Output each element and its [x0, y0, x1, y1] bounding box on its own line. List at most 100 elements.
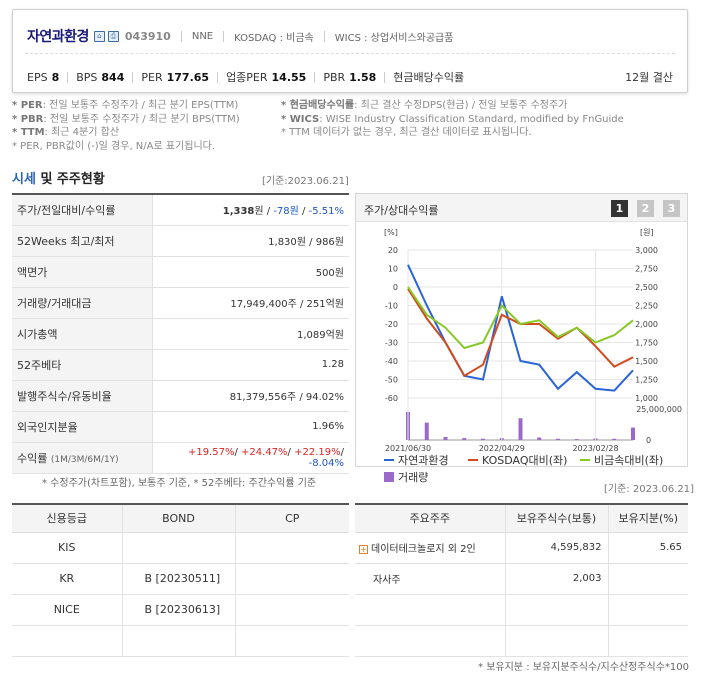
volume-bar [518, 418, 523, 440]
y-right-label: [원] [640, 228, 654, 237]
table-row: 수익률 (1M/3M/6M/1Y) +19.57%/ +24.47%/ +22.… [12, 442, 349, 474]
note-line: * 현금배당수익률: 최근 결산 수정DPS(현금) / 전일 보통주 수정주가 [281, 100, 568, 111]
x-tick-label: 2022/04/29 [479, 444, 525, 453]
volume-bar [556, 438, 560, 440]
legend-label: 자연과환경 [398, 454, 449, 467]
company-name: 자연과환경 [27, 29, 89, 45]
price-change-cell: 1,338원 / -78원 / -5.51% [152, 193, 349, 226]
metric-dividend-yield: 현금배당수익률 [393, 71, 465, 84]
table-row: 52Weeks 최고/최저 1,830원 / 986원 [12, 225, 349, 257]
table-header-row: 주요주주 보유주식수(보통) 보유지분(%) [355, 503, 688, 533]
chart-page-2[interactable]: 2 [637, 200, 654, 217]
chart-title: 주가/상대수익률 [364, 204, 439, 217]
y-left-tick: -10 [385, 302, 398, 311]
y-left-tick: -60 [385, 394, 398, 403]
note-line: * PBR: 전일 보통주 수정주가 / 최근 분기 BPS(TTM) [12, 113, 240, 125]
table-row: 자사주 2,003 [355, 563, 688, 595]
table-row: + 데이터테크놀로지 외 2인 4,595,832 5.65 [355, 532, 688, 564]
volume-tick: 0 [646, 436, 651, 445]
volume-bar [612, 438, 617, 440]
y-right-tick: 2,000 [635, 320, 658, 329]
english-name: NNE [191, 30, 214, 42]
series-line [407, 286, 634, 350]
legend-label: KOSDAQ대비(좌) [482, 454, 567, 467]
stock-code: 043910 [124, 29, 171, 43]
metric-pbr: PBR 1.58 [323, 70, 377, 84]
reference-date: [기준:2023.06.21] [262, 176, 349, 187]
table-row: 주가/전일대비/수익률 1,338원 / -78원 / -5.51% [12, 193, 349, 226]
table-header-row: 신용등급 BOND CP [12, 503, 349, 533]
section-title: 시세 및 주주현황 [12, 172, 105, 187]
note-line: * TTM: 최근 4분기 합산 [12, 127, 120, 138]
volume-bar [631, 427, 635, 440]
market-info: KOSDAQ : 비금속 [234, 32, 314, 44]
metric-eps: EPS 8 [27, 70, 60, 84]
market-stats-table: 주가/전일대비/수익률 1,338원 / -78원 / -5.51% 52Wee… [12, 193, 349, 474]
table-row: KR B [20230511] [12, 563, 349, 595]
returns-cell: +19.57%/ +24.47%/ +22.19%/ -8.04% [152, 442, 349, 474]
table-row: 52주베타 1.28 [12, 349, 349, 381]
note-line: * PER, PBR값이 (-)일 경우, N/A로 표기됩니다. [12, 140, 216, 152]
y-right-tick: 1,750 [635, 339, 658, 348]
chart-page-3[interactable]: 3 [663, 200, 680, 217]
note-line: * PER: 전일 보통주 수정주가 / 최근 분기 EPS(TTM) [12, 100, 239, 111]
major-shareholders-table: 주요주주 보유주식수(보통) 보유지분(%) + 데이터테크놀로지 외 2인 4,5… [355, 503, 688, 657]
chart-page-1[interactable]: 1 [611, 200, 628, 217]
legend-label: 거래량 [398, 471, 428, 484]
table-row: 액면가 500원 [12, 256, 349, 288]
y-left-tick: -30 [385, 339, 398, 348]
volume-bar [443, 436, 448, 440]
table-row [355, 594, 688, 626]
table-row: 시가총액 1,089억원 [12, 318, 349, 350]
legend-label: 비금속대비(좌) [594, 454, 663, 467]
metric-per: PER 177.65 [141, 70, 210, 84]
series-line [407, 264, 634, 392]
price-chart: [%] [원] 20 10 0 -10 -20 -30 -40 -50 -60 3,000 2,750 2… [384, 228, 682, 484]
y-right-tick: 2,250 [635, 302, 658, 311]
y-left-tick: -50 [385, 376, 398, 385]
volume-bar [537, 437, 542, 440]
y-right-tick: 1,500 [635, 357, 658, 366]
metrics-row: EPS 8 BPS 844 PER 177.65 업종PER 14.55 PBR 1.58… [27, 69, 468, 85]
y-left-tick: -20 [385, 320, 398, 329]
legend-swatch [384, 472, 394, 482]
wics-info: WICS : 상업서비스와공급품 [334, 32, 454, 44]
y-left-tick: 0 [393, 283, 398, 292]
y-right-tick: 2,500 [635, 283, 658, 292]
table-row [355, 625, 688, 657]
note-line: * TTM 데이터가 없는 경우, 최근 결산 데이터로 표시됩니다. [281, 127, 532, 138]
price-chart-panel: 주가/상대수익률 1 2 3 [%] [원] 20 10 0 -10 -20 -30 -40 -5… [355, 193, 688, 484]
y-left-tick: 20 [388, 246, 398, 255]
y-right-tick: 2,750 [635, 265, 658, 274]
metric-bps: BPS 844 [76, 70, 125, 84]
volume-bar [481, 438, 485, 440]
table-row: KIS [12, 532, 349, 564]
y-left-tick: -40 [385, 357, 398, 366]
table-row: 발행주식수/유동비율 81,379,556주 / 94.02% [12, 380, 349, 412]
volume-tick: 25,000,000 [636, 405, 682, 414]
settlement-month: 12월 결산 [625, 71, 673, 84]
y-right-tick: 3,000 [635, 246, 658, 255]
notes-left: * PER: 전일 보통주 수정주가 / 최근 분기 EPS(TTM) * PB… [12, 99, 240, 153]
x-tick-label: 2021/06/30 [385, 444, 431, 453]
volume-bar [462, 438, 467, 440]
expand-icon[interactable]: + [359, 544, 368, 554]
holders-footnote: * 보유지분 : 보유지분주식수/지수산정주식수*100 [478, 662, 689, 673]
table-row: 외국인지분율 1.96% [12, 411, 349, 443]
chart-header: 주가/상대수익률 1 2 3 [356, 194, 687, 222]
y-right-tick: 1,000 [635, 394, 658, 403]
notes-right: * 현금배당수익률: 최근 결산 수정DPS(현금) / 전일 보통주 수정주가… [281, 99, 624, 140]
holders-reference-date: [기준: 2023.06.21] [604, 484, 695, 495]
home-icon[interactable]: ⌂ [93, 30, 105, 42]
print-icon[interactable]: ⎙ [107, 30, 119, 42]
x-tick-label: 2023/02/28 [572, 444, 618, 453]
note-line: * WICS: WISE Industry Classification Sta… [281, 113, 624, 125]
header-divider [25, 53, 675, 54]
stats-footnote: * 수정주가(차트포함), 보통주 기준, * 52주베타: 주간수익률 기준 [42, 478, 317, 489]
metric-industry-per: 업종PER 14.55 [226, 71, 307, 84]
y-left-tick: 10 [388, 265, 398, 274]
y-left-label: [%] [384, 228, 398, 237]
y-right-tick: 1,250 [635, 376, 658, 385]
credit-rating-table: 신용등급 BOND CP KIS KR B [20230511] NICE B [2… [12, 503, 349, 657]
table-row: 거래량/거래대금 17,949,400주 / 251억원 [12, 287, 349, 319]
